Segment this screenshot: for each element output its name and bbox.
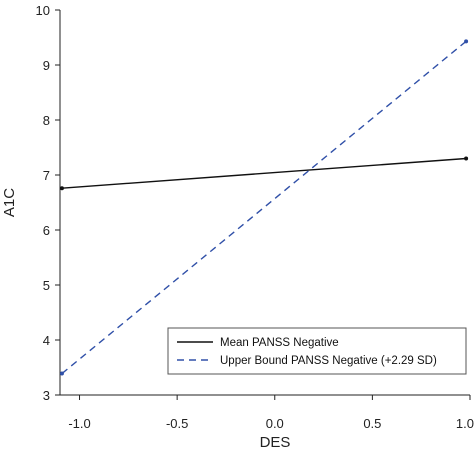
y-tick-label: 5 <box>43 278 50 293</box>
legend-label-upper-bound: Upper Bound PANSS Negative (+2.29 SD) <box>220 355 437 367</box>
x-tick-label: 1.0 <box>456 416 474 431</box>
x-tick-label: 0.5 <box>363 416 381 431</box>
y-tick-label: 7 <box>43 168 50 183</box>
series-point <box>59 371 64 376</box>
y-tick-label: 6 <box>43 223 50 238</box>
legend-box <box>167 327 467 375</box>
x-ticks: -1.0 -0.5 0.0 0.5 1.0 <box>68 395 474 431</box>
series-point <box>59 186 64 191</box>
y-tick-label: 3 <box>43 388 50 403</box>
y-axis-title: A1C <box>1 188 18 217</box>
y-tick-label: 4 <box>43 333 50 348</box>
legend: Mean PANSS Negative Upper Bound PANSS Ne… <box>167 327 467 375</box>
y-tick-label: 8 <box>43 113 50 128</box>
y-ticks: 3 4 5 6 7 8 9 10 <box>36 3 60 403</box>
legend-label-mean: Mean PANSS Negative <box>220 337 339 349</box>
y-tick-label: 10 <box>36 3 50 18</box>
series-line-0 <box>61 157 467 189</box>
x-tick-label: -0.5 <box>166 416 188 431</box>
x-tick-label: 0.0 <box>266 416 284 431</box>
series-line-1 <box>61 40 467 375</box>
series-point <box>464 39 469 44</box>
y-tick-label: 9 <box>43 58 50 73</box>
series-point <box>464 156 469 161</box>
series-layer <box>59 39 469 376</box>
x-axis-title: DES <box>260 434 291 451</box>
x-tick-label: -1.0 <box>68 416 90 431</box>
axes <box>59 10 470 396</box>
